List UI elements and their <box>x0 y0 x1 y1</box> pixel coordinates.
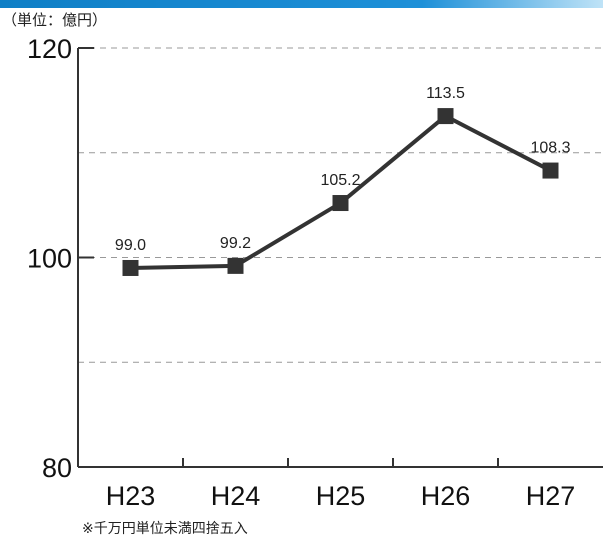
data-label: 105.2 <box>320 172 360 189</box>
data-label: 113.5 <box>426 85 465 102</box>
x-tick-label: H27 <box>526 481 576 511</box>
series-line <box>130 114 552 270</box>
y-tick-label: 100 <box>27 244 72 274</box>
x-tick-label: H23 <box>106 481 156 511</box>
footnote: ※千万円単位未満四捨五入 <box>82 521 248 537</box>
y-tick-label: 120 <box>27 34 72 64</box>
unit-label: （単位：億円） <box>2 11 108 29</box>
x-tick-label: H26 <box>421 481 471 511</box>
y-tick-label: 80 <box>42 453 72 483</box>
x-tick-label: H24 <box>211 481 261 511</box>
data-point <box>227 257 244 274</box>
header-bar <box>0 0 603 8</box>
data-point <box>437 108 454 125</box>
data-label: 99.0 <box>115 237 146 254</box>
x-tick-label: H25 <box>316 481 366 511</box>
data-label: 99.2 <box>220 235 251 252</box>
data-label: 108.3 <box>530 140 570 157</box>
data-point <box>122 259 139 276</box>
data-point <box>542 162 559 179</box>
data-point <box>332 195 349 212</box>
